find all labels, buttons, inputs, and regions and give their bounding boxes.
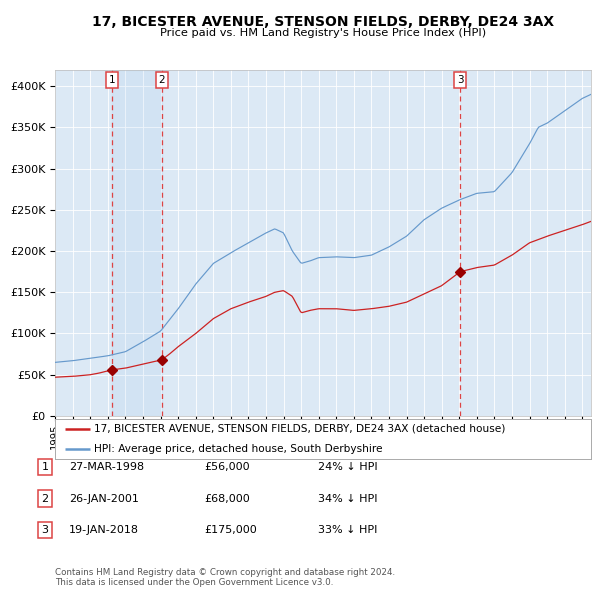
Text: 19-JAN-2018: 19-JAN-2018 — [69, 525, 139, 535]
Text: 3: 3 — [41, 525, 49, 535]
Text: 2: 2 — [41, 494, 49, 503]
Text: 3: 3 — [457, 75, 463, 85]
Bar — [112, 70, 162, 416]
Text: 27-MAR-1998: 27-MAR-1998 — [69, 463, 144, 472]
Text: 1: 1 — [41, 463, 49, 472]
Text: £175,000: £175,000 — [204, 525, 257, 535]
Text: 1: 1 — [109, 75, 115, 85]
Text: 17, BICESTER AVENUE, STENSON FIELDS, DERBY, DE24 3AX: 17, BICESTER AVENUE, STENSON FIELDS, DER… — [92, 15, 554, 29]
Text: HPI: Average price, detached house, South Derbyshire: HPI: Average price, detached house, Sout… — [94, 444, 383, 454]
Text: Contains HM Land Registry data © Crown copyright and database right 2024.
This d: Contains HM Land Registry data © Crown c… — [55, 568, 395, 587]
Text: £68,000: £68,000 — [204, 494, 250, 503]
Text: £56,000: £56,000 — [204, 463, 250, 472]
Text: Price paid vs. HM Land Registry's House Price Index (HPI): Price paid vs. HM Land Registry's House … — [160, 28, 486, 38]
Text: 2: 2 — [158, 75, 165, 85]
Text: 26-JAN-2001: 26-JAN-2001 — [69, 494, 139, 503]
Text: 24% ↓ HPI: 24% ↓ HPI — [318, 463, 377, 472]
Text: 17, BICESTER AVENUE, STENSON FIELDS, DERBY, DE24 3AX (detached house): 17, BICESTER AVENUE, STENSON FIELDS, DER… — [94, 424, 506, 434]
Text: 34% ↓ HPI: 34% ↓ HPI — [318, 494, 377, 503]
Text: 33% ↓ HPI: 33% ↓ HPI — [318, 525, 377, 535]
